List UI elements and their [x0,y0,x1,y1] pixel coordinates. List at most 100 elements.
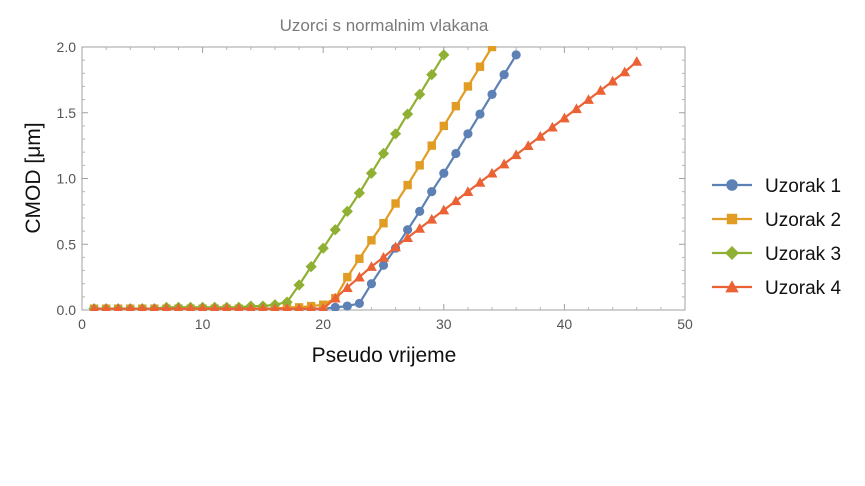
data-point [353,271,365,282]
data-point [595,84,606,95]
data-point [377,147,390,160]
data-point [414,223,426,233]
x-tick-label: 30 [436,316,452,332]
x-tick-label: 10 [195,316,211,332]
data-point [487,46,497,52]
y-tick-label: 0.0 [57,302,77,318]
series-line [94,54,445,310]
data-point [607,75,619,86]
data-point [427,187,437,197]
series-uzorak-2 [89,46,497,311]
data-point [499,70,509,80]
data-point [439,168,449,178]
legend-item: Uzorak 1 [712,176,841,197]
data-point [583,94,594,104]
y-tick-label: 0.5 [57,236,77,252]
legend-item: Uzorak 4 [712,278,841,299]
data-point [427,141,436,150]
data-point [317,242,329,254]
data-point [510,149,522,160]
data-point [150,303,159,311]
data-point [342,301,352,311]
data-point [198,303,207,311]
data-point [463,129,473,139]
data-point [389,128,402,140]
data-point [282,303,292,311]
y-axis-label: CMOD [μm] [22,122,45,233]
data-point [162,303,171,311]
data-point [341,205,353,217]
data-point [414,88,426,100]
data-point [355,254,364,263]
data-point [379,219,388,228]
legend-label: Uzorak 2 [765,210,841,231]
legend-item: Uzorak 2 [712,210,841,231]
data-point [451,148,461,159]
x-tick-label: 0 [78,316,86,332]
data-point [270,303,280,311]
data-point [475,109,485,119]
series-uzorak-4 [89,56,643,311]
data-point [403,180,412,190]
data-point [522,140,534,150]
y-tick-label: 1.5 [57,105,77,121]
data-point [305,261,317,273]
data-point [234,303,244,311]
plot-frame [81,46,686,311]
data-point [462,186,474,196]
axis-ticks: 0 10 20 30 40 50 0.0 0.5 1.0 1.5 2.0 [57,39,693,332]
data-point [511,50,521,60]
data-point [451,101,461,111]
data-point [281,296,293,308]
data-point [354,298,364,309]
data-point [534,131,546,141]
data-point [378,252,389,262]
data-point [439,121,448,131]
data-point [258,303,268,311]
data-point [438,49,450,61]
data-point [402,108,414,120]
data-point [378,260,389,270]
data-point [498,158,510,169]
data-point [341,282,353,292]
data-point [186,303,195,311]
data-point [138,303,147,311]
data-point [330,302,340,311]
data-point [631,56,643,66]
legend-label: Uzorak 3 [765,244,841,265]
data-point [426,69,438,81]
x-axis-label: Pseudo vrijeme [312,344,457,367]
data-point [391,199,400,208]
x-tick-label: 50 [677,316,693,332]
x-tick-label: 40 [557,316,573,332]
data-point [487,89,497,99]
data-point [318,303,328,311]
data-point [366,279,377,289]
data-point [222,303,232,311]
data-point [343,272,352,282]
data-point [101,303,111,311]
series-line [94,60,638,310]
data-point [486,167,498,178]
data-point [426,213,438,224]
y-tick-label: 2.0 [57,39,77,55]
data-point [365,167,378,179]
data-point [450,195,462,206]
data-point [246,303,256,311]
data-point [438,204,450,215]
data-point [475,62,485,71]
legend-item: Uzorak 3 [712,244,841,265]
data-point [89,303,99,311]
data-point [474,177,486,187]
legend: Uzorak 1 Uzorak 2 Uzorak 3 Uzorak 4 [712,176,841,299]
data-point [546,121,558,132]
legend-marker [725,246,739,260]
data-point [415,161,424,170]
data-point [366,261,377,271]
data-point [367,236,376,245]
legend-label: Uzorak 1 [765,176,841,197]
data-point [329,224,341,236]
chart-title: Uzorci s normalnim vlakana [280,16,489,35]
data-point [113,303,123,311]
data-point [306,303,316,311]
